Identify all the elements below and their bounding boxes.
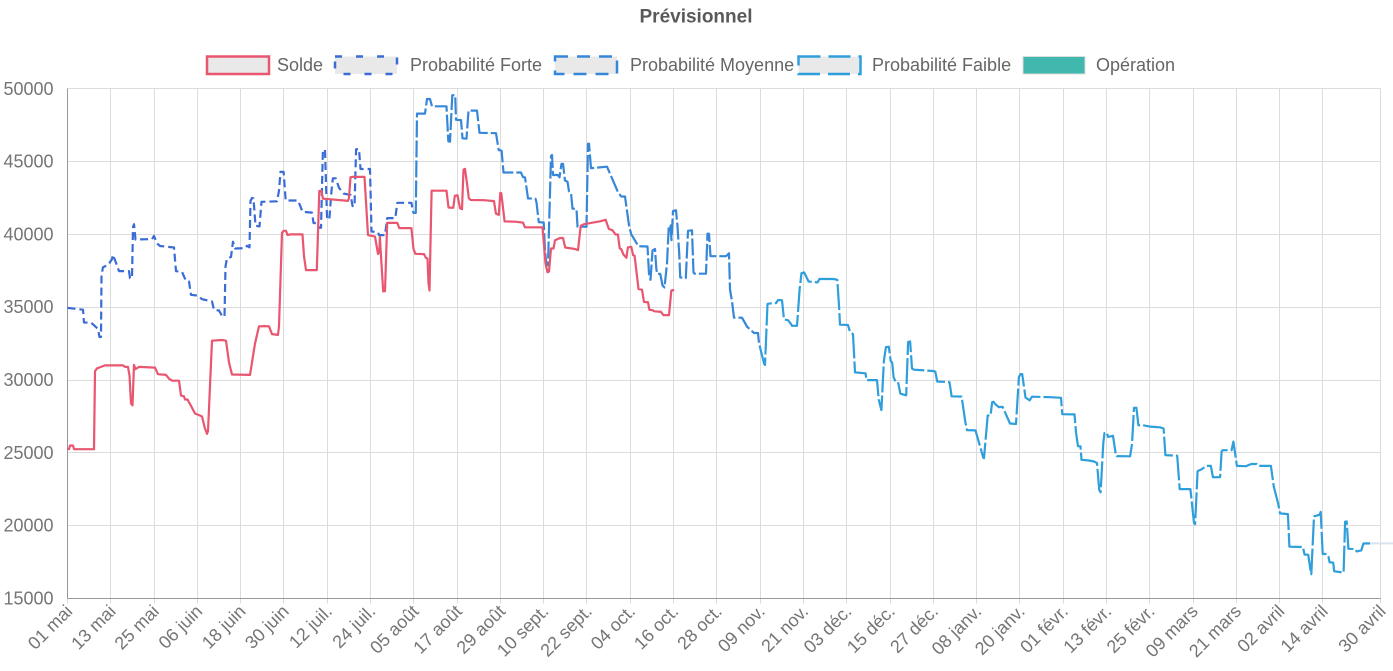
- svg-text:Probabilité Forte: Probabilité Forte: [410, 55, 542, 75]
- svg-text:Opération: Opération: [1096, 55, 1175, 75]
- svg-text:50000: 50000: [3, 79, 53, 99]
- svg-text:40000: 40000: [3, 224, 53, 244]
- svg-text:06 juin: 06 juin: [155, 601, 207, 653]
- svg-text:01 févr.: 01 févr.: [1016, 601, 1072, 657]
- svg-text:03 déc.: 03 déc.: [800, 601, 856, 657]
- svg-text:04 oct.: 04 oct.: [587, 601, 639, 653]
- svg-text:20000: 20000: [3, 516, 53, 536]
- svg-text:Probabilité Faible: Probabilité Faible: [872, 55, 1011, 75]
- svg-text:Solde: Solde: [277, 55, 323, 75]
- svg-text:01 mai: 01 mai: [24, 601, 76, 653]
- svg-text:30 juin: 30 juin: [241, 601, 293, 653]
- svg-text:30000: 30000: [3, 370, 53, 390]
- svg-text:25 mai: 25 mai: [111, 601, 163, 653]
- svg-text:Probabilité Moyenne: Probabilité Moyenne: [630, 55, 794, 75]
- svg-text:16 oct.: 16 oct.: [630, 601, 682, 653]
- svg-text:30 avril: 30 avril: [1334, 601, 1389, 656]
- svg-text:Prévisionnel: Prévisionnel: [640, 7, 753, 28]
- svg-text:02 avril: 02 avril: [1233, 601, 1288, 656]
- svg-text:13 févr.: 13 févr.: [1059, 601, 1115, 657]
- svg-text:12 juil.: 12 juil.: [285, 601, 336, 652]
- svg-text:13 mai: 13 mai: [67, 601, 119, 653]
- svg-text:09 nov.: 09 nov.: [714, 601, 769, 656]
- svg-text:14 avril: 14 avril: [1277, 601, 1332, 656]
- svg-text:15000: 15000: [3, 588, 53, 608]
- svg-text:18 juin: 18 juin: [198, 601, 250, 653]
- svg-text:35000: 35000: [3, 297, 53, 317]
- svg-text:25000: 25000: [3, 443, 53, 463]
- svg-text:15 déc.: 15 déc.: [843, 601, 899, 657]
- svg-text:45000: 45000: [3, 152, 53, 172]
